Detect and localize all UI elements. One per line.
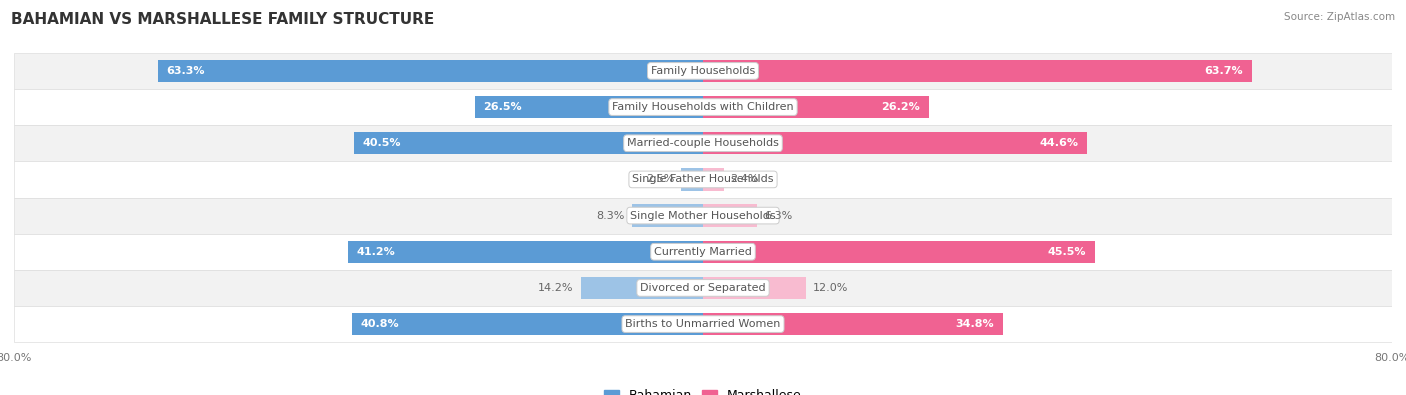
Bar xyxy=(703,277,807,299)
Text: Family Households: Family Households xyxy=(651,66,755,76)
Bar xyxy=(14,53,1392,89)
Text: Married-couple Households: Married-couple Households xyxy=(627,138,779,148)
Text: Currently Married: Currently Married xyxy=(654,247,752,257)
Text: 26.5%: 26.5% xyxy=(484,102,522,112)
Text: 44.6%: 44.6% xyxy=(1039,138,1078,148)
Bar xyxy=(14,125,1392,161)
Bar xyxy=(14,161,1392,198)
Text: 8.3%: 8.3% xyxy=(596,211,624,220)
Bar xyxy=(14,234,1392,270)
Bar xyxy=(157,60,703,82)
Bar xyxy=(682,168,703,191)
Text: 40.5%: 40.5% xyxy=(363,138,401,148)
Bar xyxy=(475,96,703,118)
Bar xyxy=(703,96,928,118)
Text: 2.5%: 2.5% xyxy=(647,175,675,184)
Bar xyxy=(581,277,703,299)
Bar xyxy=(703,60,1251,82)
Text: 26.2%: 26.2% xyxy=(882,102,920,112)
Text: Births to Unmarried Women: Births to Unmarried Women xyxy=(626,319,780,329)
Text: Single Father Households: Single Father Households xyxy=(633,175,773,184)
Bar xyxy=(14,89,1392,125)
Text: 34.8%: 34.8% xyxy=(956,319,994,329)
Bar xyxy=(14,270,1392,306)
Bar xyxy=(703,241,1095,263)
Text: 14.2%: 14.2% xyxy=(538,283,574,293)
Text: 40.8%: 40.8% xyxy=(360,319,399,329)
Bar xyxy=(14,198,1392,234)
Bar xyxy=(703,204,758,227)
Text: Divorced or Separated: Divorced or Separated xyxy=(640,283,766,293)
Legend: Bahamian, Marshallese: Bahamian, Marshallese xyxy=(599,384,807,395)
Text: 12.0%: 12.0% xyxy=(813,283,849,293)
Text: 45.5%: 45.5% xyxy=(1047,247,1087,257)
Bar xyxy=(703,313,1002,335)
Bar xyxy=(703,132,1087,154)
Bar xyxy=(349,241,703,263)
Bar xyxy=(703,168,724,191)
Bar xyxy=(14,306,1392,342)
Bar xyxy=(352,313,703,335)
Bar xyxy=(354,132,703,154)
Text: 6.3%: 6.3% xyxy=(763,211,793,220)
Text: 41.2%: 41.2% xyxy=(357,247,395,257)
Text: Single Mother Households: Single Mother Households xyxy=(630,211,776,220)
Text: Family Households with Children: Family Households with Children xyxy=(612,102,794,112)
Text: 63.7%: 63.7% xyxy=(1205,66,1243,76)
Text: BAHAMIAN VS MARSHALLESE FAMILY STRUCTURE: BAHAMIAN VS MARSHALLESE FAMILY STRUCTURE xyxy=(11,12,434,27)
Text: 63.3%: 63.3% xyxy=(166,66,205,76)
Text: Source: ZipAtlas.com: Source: ZipAtlas.com xyxy=(1284,12,1395,22)
Bar xyxy=(631,204,703,227)
Text: 2.4%: 2.4% xyxy=(731,175,759,184)
